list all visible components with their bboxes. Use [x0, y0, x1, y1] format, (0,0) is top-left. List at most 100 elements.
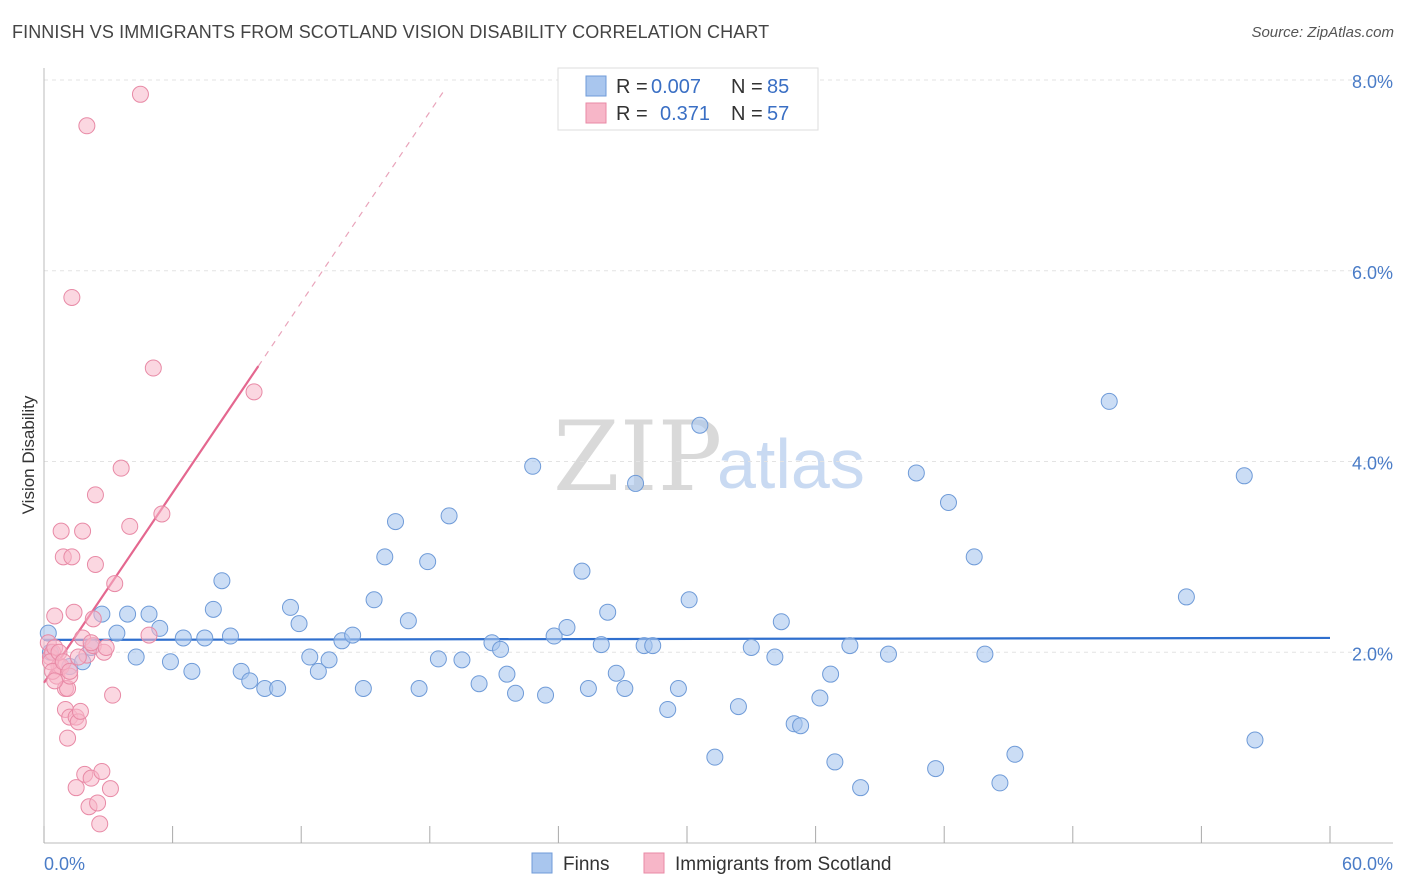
finns-point-31	[387, 513, 405, 531]
finns-point-37	[453, 651, 471, 669]
scotland-point-36	[93, 762, 111, 780]
finns-point-16	[221, 627, 239, 645]
finns-point-15	[213, 572, 231, 590]
y-tick-label-1: 4.0%	[1352, 454, 1393, 474]
finns-point-53	[627, 474, 645, 492]
finns-point-70	[841, 637, 859, 655]
finns-point-47	[573, 562, 591, 580]
scotland-point-39	[104, 686, 122, 704]
finns-point-61	[729, 698, 747, 716]
finns-point-60	[706, 748, 724, 766]
y-tick-label-2: 6.0%	[1352, 263, 1393, 283]
y-tick-label-0: 2.0%	[1352, 644, 1393, 664]
finns-point-52	[616, 679, 634, 697]
finns-point-73	[907, 464, 925, 482]
x-ticks	[43, 826, 1331, 843]
series-legend-swatch-scotland	[643, 852, 665, 874]
finns-point-10	[161, 653, 179, 671]
finns-point-79	[1006, 745, 1024, 763]
finns-point-34	[419, 553, 437, 571]
scotland-point-31	[84, 610, 102, 628]
axes	[43, 68, 1393, 844]
scotland-point-54	[69, 648, 87, 666]
finns-point-57	[669, 679, 687, 697]
trend-line-finns	[43, 636, 1331, 641]
finns-point-71	[852, 779, 870, 797]
scotland-point-41	[112, 459, 130, 477]
finns-point-27	[344, 626, 362, 644]
finns-point-55	[644, 637, 662, 655]
scotland-point-26	[78, 117, 96, 135]
finns-point-25	[320, 651, 338, 669]
finns-point-63	[766, 648, 784, 666]
finns-point-24	[309, 662, 327, 680]
scotland-point-40	[106, 575, 124, 593]
legend-swatch-scotland	[585, 102, 607, 124]
finns-point-8	[140, 605, 158, 623]
legend-n-label-finns: N =	[731, 76, 763, 98]
finns-point-41	[498, 665, 516, 683]
finns-point-59	[691, 416, 709, 434]
finns-point-38	[470, 675, 488, 693]
x-tick-label-max: 60.0%	[1342, 854, 1393, 874]
finns-point-56	[659, 700, 677, 718]
finns-point-40	[492, 640, 510, 658]
finns-point-23	[301, 648, 319, 666]
scotland-point-44	[140, 626, 158, 644]
legend-r-value-scotland: 0.371	[660, 103, 710, 125]
finns-point-50	[599, 603, 617, 621]
series-legend-label-scotland: Immigrants from Scotland	[675, 854, 891, 875]
scotland-point-46	[153, 505, 171, 523]
finns-point-20	[269, 679, 287, 697]
finns-point-83	[1246, 731, 1264, 749]
trend-line-scotland-extension	[257, 89, 446, 367]
finns-point-68	[822, 665, 840, 683]
legend-n-value-finns: 85	[767, 76, 789, 98]
finns-point-44	[537, 686, 555, 704]
finns-point-67	[811, 689, 829, 707]
y-axis-title: Vision Disability	[19, 395, 38, 514]
scotland-point-33	[86, 486, 104, 504]
scotland-point-17	[63, 288, 81, 306]
finns-point-75	[939, 494, 957, 512]
finns-point-78	[991, 774, 1009, 792]
finns-point-51	[607, 664, 625, 682]
finns-point-32	[399, 612, 417, 630]
finns-point-28	[354, 679, 372, 697]
scotland-point-23	[74, 522, 92, 540]
scotland-point-18	[65, 603, 83, 621]
finns-point-43	[524, 457, 542, 475]
scotland-point-7	[52, 522, 70, 540]
scotland-point-42	[121, 517, 139, 535]
finns-point-48	[579, 679, 597, 697]
finns-point-13	[196, 629, 214, 647]
scotland-point-32	[86, 556, 104, 574]
legend-r-label-finns: R =	[616, 76, 648, 98]
scotland-point-12	[59, 729, 77, 747]
finns-point-30	[376, 548, 394, 566]
finns-point-7	[127, 648, 145, 666]
series-legend-label-finns: Finns	[563, 854, 609, 875]
finns-point-42	[507, 684, 525, 702]
series-legend-swatch-finns	[531, 852, 553, 874]
scotland-point-34	[89, 794, 107, 812]
scotland-point-20	[67, 779, 85, 797]
scotland-point-3	[46, 607, 64, 625]
finns-point-80	[1100, 392, 1118, 410]
finns-point-72	[879, 645, 897, 663]
finns-point-12	[183, 662, 201, 680]
finns-point-33	[410, 679, 428, 697]
finns-point-22	[290, 615, 308, 633]
series-legend: Finns Immigrants from Scotland	[531, 852, 891, 875]
scotland-point-43	[131, 85, 149, 103]
gridlines	[44, 79, 1393, 653]
legend-swatch-finns	[585, 75, 607, 97]
finns-point-5	[108, 624, 126, 642]
finns-point-81	[1177, 588, 1195, 606]
finns-point-14	[204, 600, 222, 618]
finns-point-49	[592, 636, 610, 654]
chart-title: FINNISH VS IMMIGRANTS FROM SCOTLAND VISI…	[12, 22, 770, 42]
legend-n-value-scotland: 57	[767, 103, 789, 125]
watermark-atlas: atlas	[717, 425, 865, 503]
